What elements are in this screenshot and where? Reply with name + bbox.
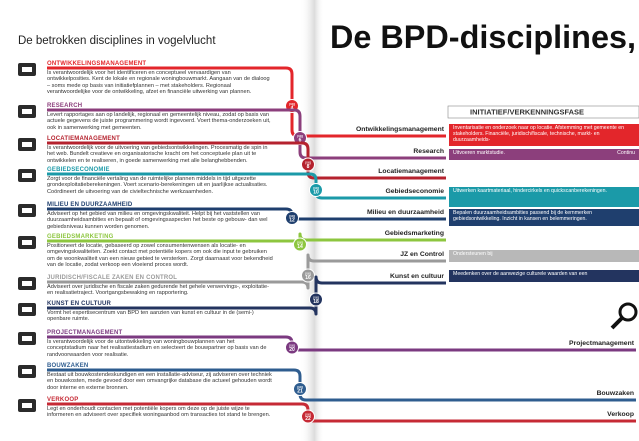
phase-row-extra: Continu (617, 150, 635, 156)
page-badge-prefix: pag (305, 272, 311, 276)
page-badge-number: 14 (297, 244, 303, 250)
page-badge (293, 237, 307, 252)
phase-row-text: Uitvoeren marktstudie. (453, 150, 505, 156)
page-badge (293, 382, 307, 396)
icon-detail (22, 208, 32, 213)
discipline-text: Is verantwoordelijk voor de uitontwikkel… (47, 339, 267, 358)
left-title: De betrokken disciplines in vogelvlucht (18, 35, 216, 47)
page-badge-prefix: pag (297, 241, 303, 245)
icon-detail (22, 336, 32, 341)
page-badge-number: 10 (313, 190, 319, 196)
page-badge (309, 183, 323, 197)
magnifier-icon (610, 302, 638, 330)
phase-row-text: Inventarisatie en onderzoek naar op loca… (453, 125, 624, 143)
phase-row: Uitwerken kaartmateriaal, hindercirkels … (449, 187, 639, 207)
discipline-name: VERKOOP (47, 397, 79, 403)
discipline-name: KUNST EN CULTUUR (47, 301, 112, 307)
page-badge-prefix: pag (313, 186, 319, 190)
discipline-name: LOCATIEMANAGEMENT (47, 136, 120, 142)
page-badge (285, 211, 299, 225)
phase-row: Ondersteunen bij (449, 250, 639, 262)
page-badge-prefix: pag (305, 161, 311, 165)
discipline-text: Legt en onderhoudt contacten met potenti… (47, 406, 271, 419)
page-badge-number: 6 (299, 138, 302, 144)
page-badge-prefix: pag (289, 102, 295, 106)
discipline-name: PROJECTMANAGEMENT (47, 330, 123, 336)
page-badge-number: 12 (289, 218, 295, 224)
phase-row: Continu Uitvoeren marktstudie. (449, 149, 639, 160)
track-label: Bouwzaken (596, 390, 634, 397)
page-badge-prefix: pag (289, 214, 295, 218)
track-label: Gebiedsmarketing (384, 230, 444, 237)
track-label: Verkoop (607, 411, 634, 418)
page-badge-number: 20 (289, 347, 295, 353)
track-label: Locatiemanagement (378, 168, 444, 175)
track-label: JZ en Control (400, 251, 444, 258)
icon-detail (22, 67, 32, 72)
icon-detail (22, 109, 32, 114)
discipline-text: Is verantwoordelijk voor de uitvoering v… (47, 145, 268, 164)
phase-row-text: Bepalen duurzaamheidsambities passend bi… (453, 210, 592, 222)
page-badge-prefix: pag (297, 385, 303, 389)
phase-row: Inventarisatie en onderzoek naar op loca… (449, 124, 639, 146)
page-badge-prefix: pag (313, 296, 319, 300)
icon-detail (22, 142, 32, 147)
page-badge-prefix: pag (289, 344, 295, 348)
page-badge-number: 16 (305, 275, 311, 281)
discipline-name: MILIEU EN DUURZAAMHEID (47, 202, 133, 208)
page-badge-number: 18 (313, 299, 319, 305)
right-title: De BPD-disciplines, (330, 19, 636, 55)
discipline-name: GEBIEDSECONOMIE (47, 167, 110, 173)
icon-detail (22, 240, 32, 245)
icon-detail (22, 403, 32, 408)
discipline-text: Positioneert de locatie, gebaseerd op zo… (47, 243, 273, 269)
icon-detail (22, 173, 32, 178)
page-badge (301, 268, 315, 283)
discipline-name: ONTWIKKELINGSMANAGEMENT (47, 61, 147, 67)
discipline-text: Levert rapportages aan op landelijk, reg… (47, 112, 271, 131)
phase-row: Meedenken over de aanwezige culturele wa… (449, 270, 639, 282)
phase-row-text: Uitwerken kaartmateriaal, hindercirkels … (453, 188, 607, 194)
discipline-text: Adviseert over juridische en fiscale zak… (47, 284, 270, 297)
phase-row: Bepalen duurzaamheidsambities passend bi… (449, 209, 639, 226)
phase-header: INITIATIEF/VERKENNINGSFASE (470, 108, 584, 117)
discipline-name: RESEARCH (47, 103, 83, 109)
discipline-name: GEBIEDSMARKETING (47, 234, 114, 240)
page-badge-prefix: pag (305, 413, 311, 417)
track-label: Milieu en duurzaamheid (366, 209, 444, 216)
track-label: Gebiedseconomie (385, 188, 444, 195)
page-badge-number: 21 (297, 389, 303, 395)
phase-row-text: Meedenken over de aanwezige culturele wa… (453, 271, 588, 277)
discipline-name: BOUWZAKEN (47, 363, 89, 369)
discipline-text: Is verantwoordelijk voor het identificer… (47, 70, 270, 96)
track-label: Research (413, 148, 444, 155)
icon-detail (22, 281, 32, 286)
discipline-text: Zorgt voor de financiële vertaling van d… (47, 176, 268, 195)
track-label: Projectmanagement (569, 340, 634, 347)
discipline-text: Bestaat uit bouwkostendeskundigen en een… (47, 372, 272, 391)
page-badge-number: 8 (307, 164, 310, 170)
phase-header-box (447, 105, 639, 119)
track-label: Ontwikkelingsmanagement (355, 126, 444, 133)
discipline-name: JURIDISCH/FISCALE ZAKEN EN CONTROL (47, 275, 178, 281)
track-label: Kunst en cultuur (390, 273, 444, 280)
discipline-text: Vormt het expertisecentrum van BPD ten a… (47, 310, 254, 323)
phase-row-text: Ondersteunen bij (453, 251, 493, 257)
discipline-text: Adviseert op het gebied van milieu en om… (47, 211, 268, 230)
page-badge (301, 157, 315, 172)
icon-detail (22, 307, 32, 312)
page-badge (309, 292, 323, 307)
page-badge-prefix: pag (297, 134, 303, 138)
icon-detail (22, 369, 32, 374)
page-badge (301, 409, 315, 424)
page-badge-number: 22 (305, 416, 311, 422)
page-badge (285, 340, 299, 355)
